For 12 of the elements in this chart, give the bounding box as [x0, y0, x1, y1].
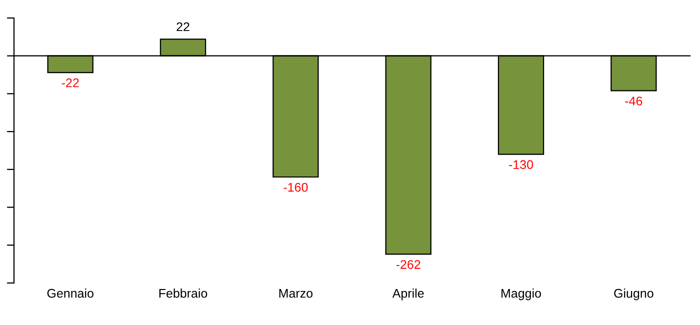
x-tick-label: Giugno: [614, 288, 654, 300]
x-tick-label: Gennaio: [47, 288, 94, 298]
x-tick-label: Aprile: [392, 288, 424, 300]
data-label: -160: [284, 182, 308, 192]
data-label: 22: [176, 22, 190, 32]
x-tick-label: Maggio: [502, 288, 541, 300]
data-label: -262: [396, 260, 420, 269]
data-label: -130: [509, 160, 534, 170]
data-label: -22: [62, 78, 79, 88]
x-tick-label: Febbraio: [159, 288, 208, 298]
data-label: -46: [625, 96, 642, 106]
x-tick-label: Marzo: [279, 289, 313, 298]
